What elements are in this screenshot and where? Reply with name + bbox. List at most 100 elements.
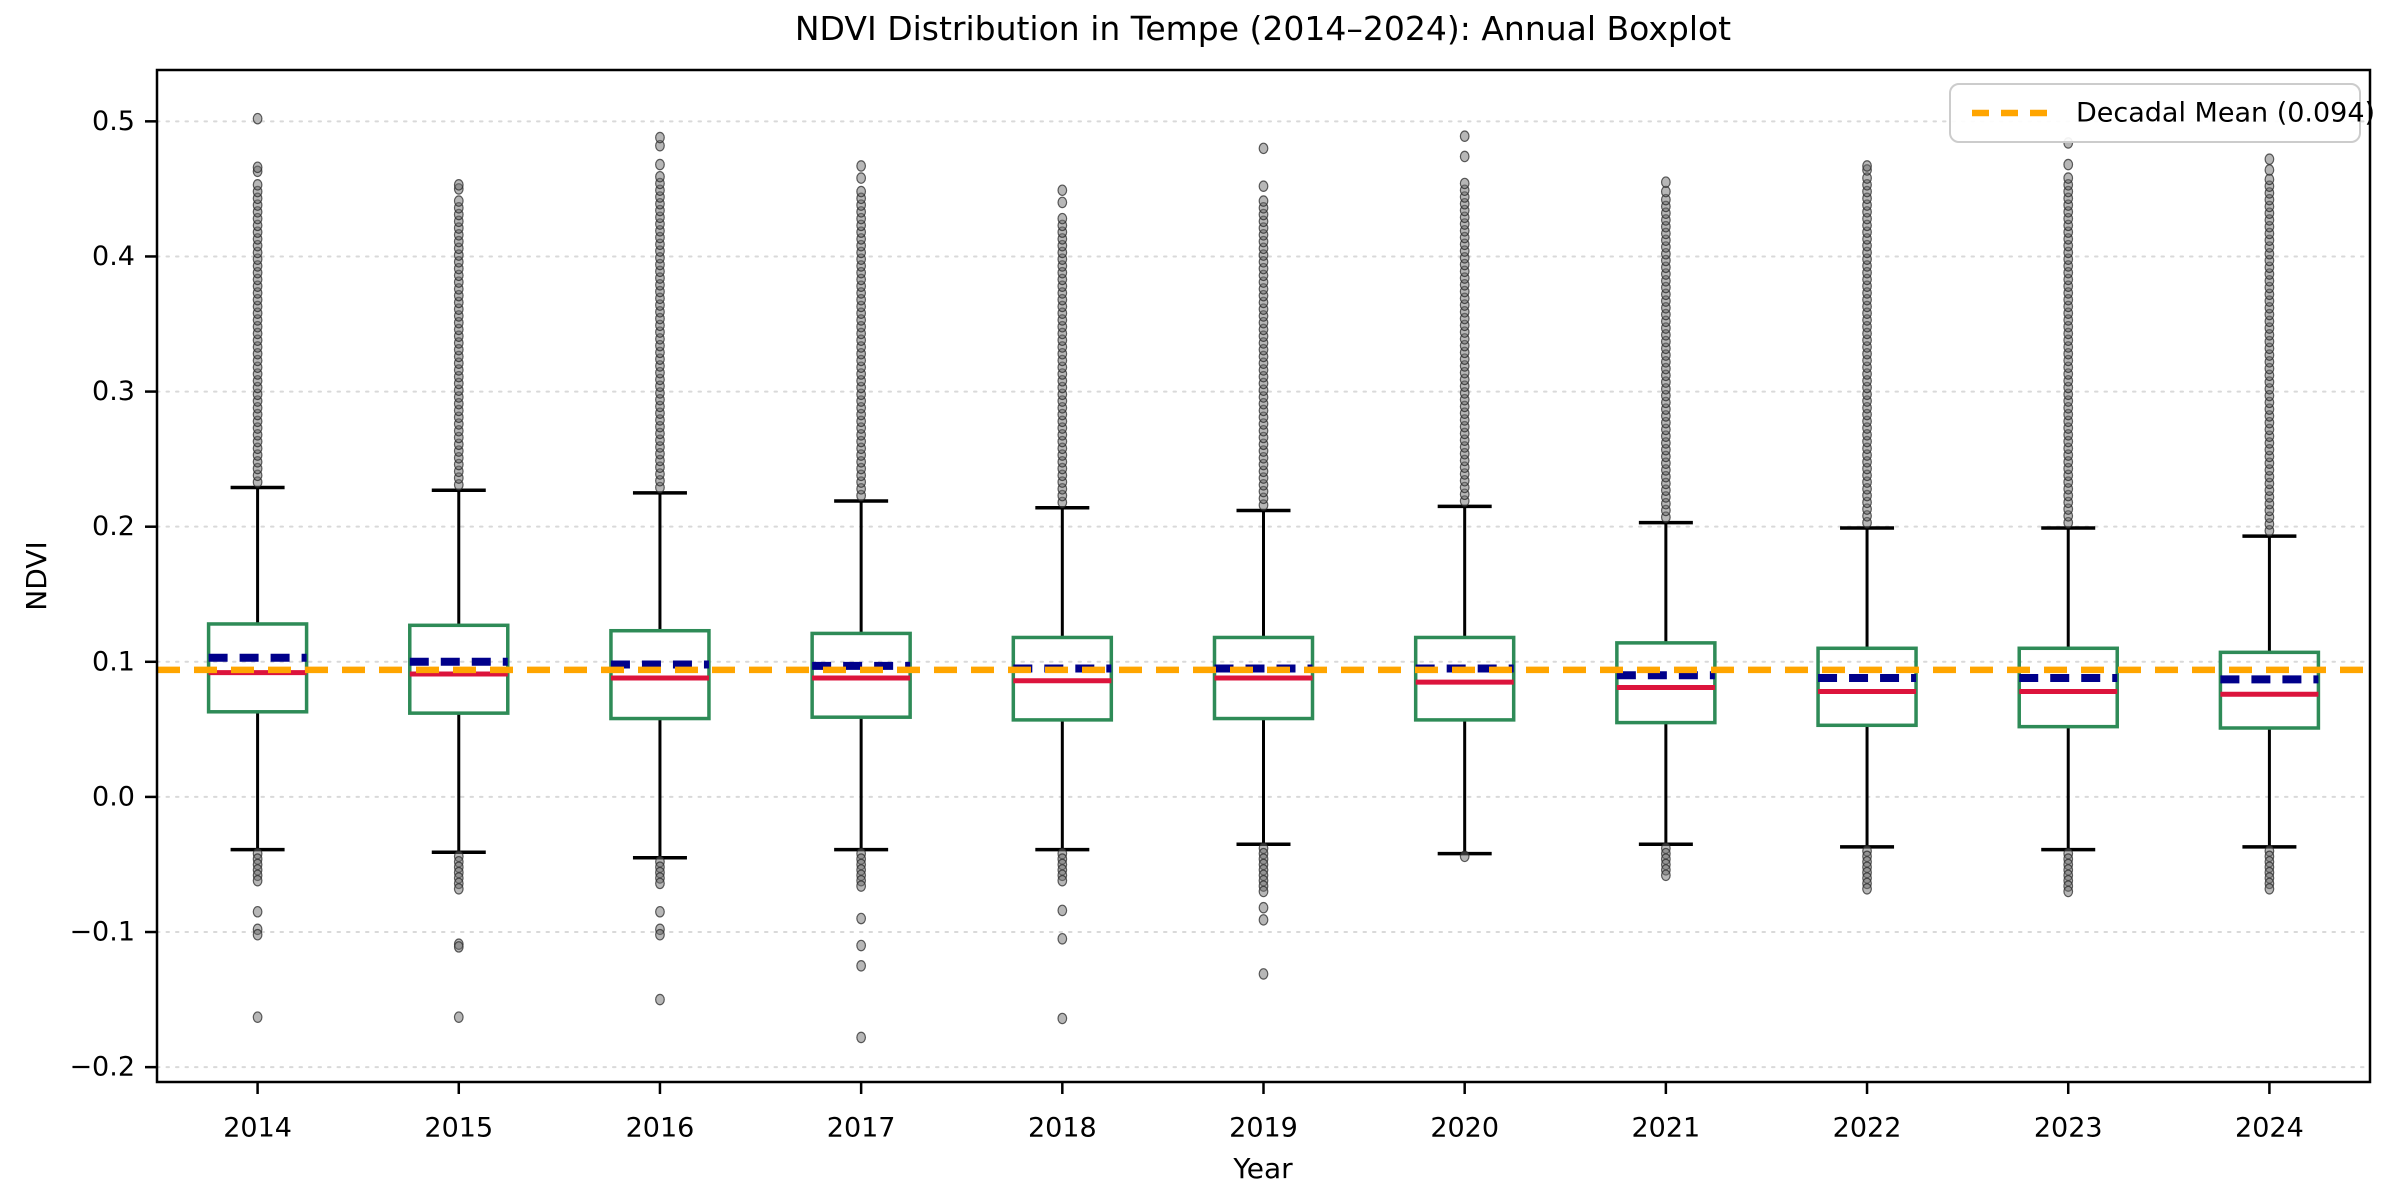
outlier-point <box>453 882 464 895</box>
y-tick-label: −0.1 <box>69 917 135 948</box>
outlier-point <box>1057 932 1068 945</box>
box-rect <box>2218 650 2321 730</box>
x-tick-label: 2021 <box>1632 1113 1701 1144</box>
outlier-point <box>1459 130 1470 143</box>
legend-box <box>1949 83 2361 143</box>
outlier-point <box>2063 158 2074 171</box>
outlier-point <box>1057 212 1068 225</box>
outlier-point <box>1258 195 1269 207</box>
y-tick-label: −0.2 <box>69 1052 135 1083</box>
box-group-2022 <box>1816 160 1918 895</box>
outlier-point <box>856 172 867 184</box>
axes-layer: 0.5 0.4 0.3 0.2 0.1 0.0 −0.1 −0.2 2014 2015 2016 20… <box>69 68 2372 1144</box>
y-tick-label: 0.3 <box>92 376 135 407</box>
box-group-2021 <box>1615 176 1717 882</box>
outlier-point <box>2063 172 2074 184</box>
chart-title: NDVI Distribution in Tempe (2014–2024): … <box>795 9 1731 48</box>
x-tick-label: 2020 <box>1430 1113 1499 1144</box>
outlier-point <box>2264 153 2275 165</box>
box-group-2017 <box>810 160 912 1044</box>
box-group-2016 <box>609 131 711 1006</box>
x-tick-label: 2022 <box>1833 1113 1902 1144</box>
outlier-point <box>1057 196 1068 209</box>
x-tick-label: 2019 <box>1229 1113 1298 1144</box>
x-tick-label: 2014 <box>223 1113 292 1144</box>
outlier-point <box>1660 176 1671 188</box>
outlier-point <box>856 1031 867 1044</box>
outlier-point <box>1459 177 1470 190</box>
outlier-point <box>1258 142 1269 155</box>
box-rect <box>206 622 309 714</box>
y-tick-label: 0.2 <box>92 511 135 542</box>
box-group-2014 <box>206 112 309 1023</box>
outlier-point <box>856 912 867 925</box>
outlier-point <box>2063 885 2074 898</box>
box-group-2015 <box>408 179 510 1023</box>
box-rect <box>1615 641 1717 725</box>
x-tick-label: 2023 <box>2034 1113 2103 1144</box>
outlier-point <box>1258 901 1269 914</box>
outlier-point <box>453 1011 464 1023</box>
x-tick-label: 2018 <box>1028 1113 1097 1144</box>
outlier-point <box>252 112 263 125</box>
outlier-point <box>1258 968 1269 980</box>
outlier-point <box>252 161 263 174</box>
outlier-point <box>1459 150 1470 163</box>
outlier-point <box>655 131 665 144</box>
outlier-point <box>1862 882 1872 895</box>
x-tick-label: 2015 <box>424 1113 493 1144</box>
outlier-point <box>1057 904 1068 917</box>
x-tick-label: 2017 <box>827 1113 896 1144</box>
outlier-point <box>1258 914 1269 926</box>
box-rect <box>1816 646 1918 728</box>
outlier-point <box>453 195 464 207</box>
outlier-point <box>1057 1012 1068 1025</box>
outlier-point <box>1057 874 1068 887</box>
box-rect <box>609 628 711 721</box>
outlier-point <box>2264 173 2275 186</box>
outlier-point <box>252 928 263 941</box>
x-tick-label: 2024 <box>2235 1113 2304 1144</box>
outlier-point <box>856 880 867 892</box>
outlier-point <box>453 941 464 953</box>
y-tick-label: 0.1 <box>92 646 135 677</box>
outlier-point <box>1660 869 1671 882</box>
outlier-point <box>655 905 665 918</box>
outlier-point <box>453 179 464 191</box>
outlier-point <box>856 160 867 172</box>
x-axis-label: Year <box>1232 1152 1293 1185</box>
outlier-point <box>252 874 263 887</box>
outlier-point <box>655 928 665 941</box>
legend: Decadal Mean (0.094) <box>1949 83 2375 143</box>
outlier-point <box>856 960 867 972</box>
outlier-point <box>1057 184 1068 197</box>
outlier-point <box>1862 160 1872 172</box>
x-tick-label: 2016 <box>626 1113 695 1144</box>
y-tick-label: 0.0 <box>92 781 135 812</box>
outlier-point <box>1258 180 1269 192</box>
box-rect <box>1413 635 1516 722</box>
outlier-point <box>856 185 867 198</box>
y-tick-label: 0.5 <box>92 106 135 137</box>
outlier-point <box>1459 850 1470 863</box>
data-layer <box>206 112 2321 1044</box>
box-group-2023 <box>2017 137 2119 898</box>
legend-label: Decadal Mean (0.094) <box>2076 98 2375 129</box>
outlier-point <box>856 939 867 952</box>
outlier-point <box>655 158 665 171</box>
y-axis-label: NDVI <box>20 541 53 610</box>
box-rect <box>810 631 912 719</box>
outlier-point <box>252 179 263 191</box>
outlier-point <box>2264 882 2275 895</box>
outlier-point <box>655 170 665 183</box>
box-group-2024 <box>2218 153 2321 895</box>
outlier-point <box>1258 885 1269 898</box>
outlier-point <box>655 877 665 890</box>
outlier-point <box>252 1011 263 1023</box>
box-group-2018 <box>1011 184 1114 1025</box>
y-tick-label: 0.4 <box>92 241 135 272</box>
outlier-point <box>655 993 665 1006</box>
